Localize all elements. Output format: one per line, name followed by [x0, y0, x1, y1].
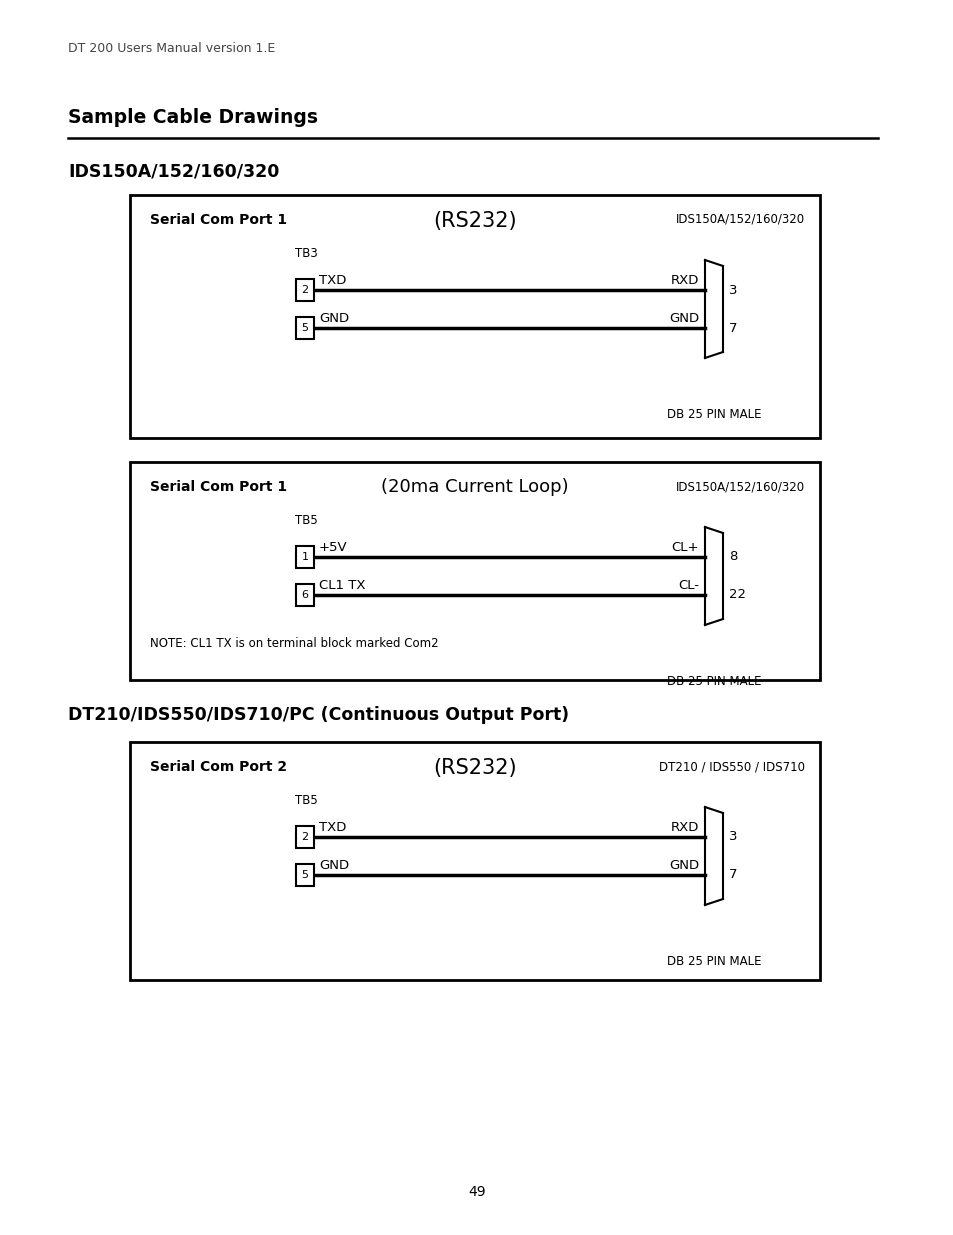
Text: GND: GND — [668, 312, 699, 325]
Text: TB5: TB5 — [294, 514, 317, 527]
Text: 2: 2 — [301, 285, 308, 295]
Text: IDS150A/152/160/320: IDS150A/152/160/320 — [68, 162, 279, 180]
Text: 1: 1 — [301, 552, 308, 562]
Text: 7: 7 — [728, 868, 737, 882]
Bar — [295, 317, 314, 338]
Text: 7: 7 — [728, 321, 737, 335]
Text: IDS150A/152/160/320: IDS150A/152/160/320 — [675, 212, 804, 226]
Text: 5: 5 — [301, 324, 308, 333]
Text: 6: 6 — [301, 590, 308, 600]
Text: 8: 8 — [728, 551, 737, 563]
Text: 49: 49 — [468, 1186, 485, 1199]
Text: GND: GND — [318, 312, 349, 325]
Text: TB3: TB3 — [294, 247, 317, 261]
Text: Serial Com Port 2: Serial Com Port 2 — [150, 760, 287, 774]
Text: (RS232): (RS232) — [433, 758, 517, 778]
Bar — [295, 279, 314, 301]
Text: DT 200 Users Manual version 1.E: DT 200 Users Manual version 1.E — [68, 42, 275, 56]
Text: TXD: TXD — [318, 274, 346, 287]
Text: (RS232): (RS232) — [433, 211, 517, 231]
Text: TXD: TXD — [318, 821, 346, 834]
Text: 22: 22 — [728, 589, 745, 601]
Text: DB 25 PIN MALE: DB 25 PIN MALE — [666, 955, 760, 968]
Text: (20ma Current Loop): (20ma Current Loop) — [381, 478, 568, 496]
Text: 3: 3 — [728, 284, 737, 296]
Text: RXD: RXD — [670, 821, 699, 834]
Bar — [295, 584, 314, 606]
Text: DB 25 PIN MALE: DB 25 PIN MALE — [666, 676, 760, 688]
Text: +5V: +5V — [318, 541, 347, 555]
Text: TB5: TB5 — [294, 794, 317, 806]
Bar — [295, 826, 314, 848]
Text: CL+: CL+ — [671, 541, 699, 555]
Text: 3: 3 — [728, 830, 737, 844]
Bar — [130, 195, 820, 438]
Text: Serial Com Port 1: Serial Com Port 1 — [150, 212, 287, 227]
Text: DT210 / IDS550 / IDS710: DT210 / IDS550 / IDS710 — [659, 760, 804, 773]
Text: NOTE: CL1 TX is on terminal block marked Com2: NOTE: CL1 TX is on terminal block marked… — [150, 637, 438, 650]
Text: CL1 TX: CL1 TX — [318, 579, 365, 592]
Bar — [130, 742, 820, 981]
Text: Serial Com Port 1: Serial Com Port 1 — [150, 480, 287, 494]
Text: CL-: CL- — [678, 579, 699, 592]
Text: GND: GND — [668, 860, 699, 872]
Bar — [295, 546, 314, 568]
Text: 5: 5 — [301, 869, 308, 881]
Bar — [295, 864, 314, 885]
Text: 2: 2 — [301, 832, 308, 842]
Bar — [130, 462, 820, 680]
Text: DT210/IDS550/IDS710/PC (Continuous Output Port): DT210/IDS550/IDS710/PC (Continuous Outpu… — [68, 706, 569, 724]
Text: IDS150A/152/160/320: IDS150A/152/160/320 — [675, 480, 804, 493]
Text: RXD: RXD — [670, 274, 699, 287]
Text: GND: GND — [318, 860, 349, 872]
Text: Sample Cable Drawings: Sample Cable Drawings — [68, 107, 317, 127]
Text: DB 25 PIN MALE: DB 25 PIN MALE — [666, 408, 760, 421]
